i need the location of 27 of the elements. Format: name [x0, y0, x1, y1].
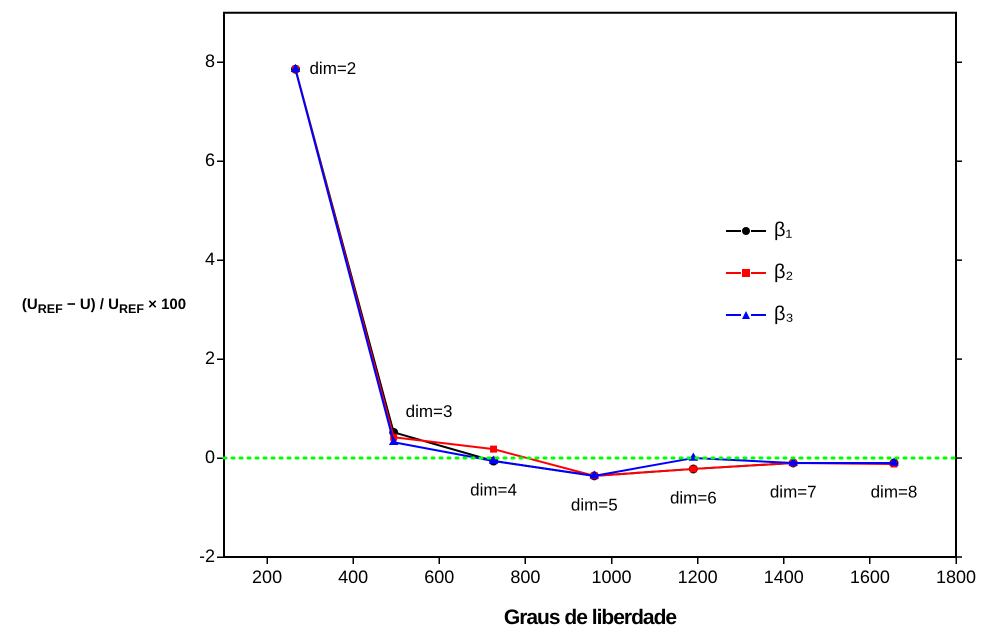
annotation: dim=7	[770, 482, 817, 502]
x-tick-label: 1800	[936, 566, 976, 587]
legend-label: β₂	[774, 261, 794, 284]
y-tick-label: -2	[198, 546, 215, 566]
annotation: dim=6	[670, 488, 717, 508]
x-tick-label: 1200	[678, 566, 718, 587]
x-tick-label: 1000	[592, 566, 632, 587]
y-axis-title: (U$_{REF}$ − U) / U$_{REF}$ × 100	[20, 296, 188, 316]
legend-label: β₃	[774, 303, 794, 326]
annotation: dim=4	[470, 480, 517, 500]
y-tick-label: 2	[204, 348, 215, 368]
x-tick-label: 400	[338, 566, 368, 587]
x-axis-title: Graus de liberdade	[502, 606, 678, 630]
legend-label: β₁	[774, 219, 792, 242]
annotation: dim=3	[406, 402, 452, 422]
x-tick-label: 1600	[850, 566, 890, 587]
y-tick-label: 8	[204, 51, 215, 72]
annotation: dim=2	[309, 58, 356, 78]
y-tick-label: 6	[204, 150, 215, 170]
y-tick-label: 0	[204, 447, 215, 468]
x-tick-label: 200	[252, 566, 282, 587]
y-tick-label: 4	[204, 249, 215, 270]
annotation: dim=5	[570, 496, 618, 515]
x-tick-label: 600	[424, 566, 454, 587]
annotation: dim=8	[870, 482, 918, 502]
x-tick-label: 800	[510, 566, 540, 587]
x-tick-label: 1400	[764, 566, 804, 587]
